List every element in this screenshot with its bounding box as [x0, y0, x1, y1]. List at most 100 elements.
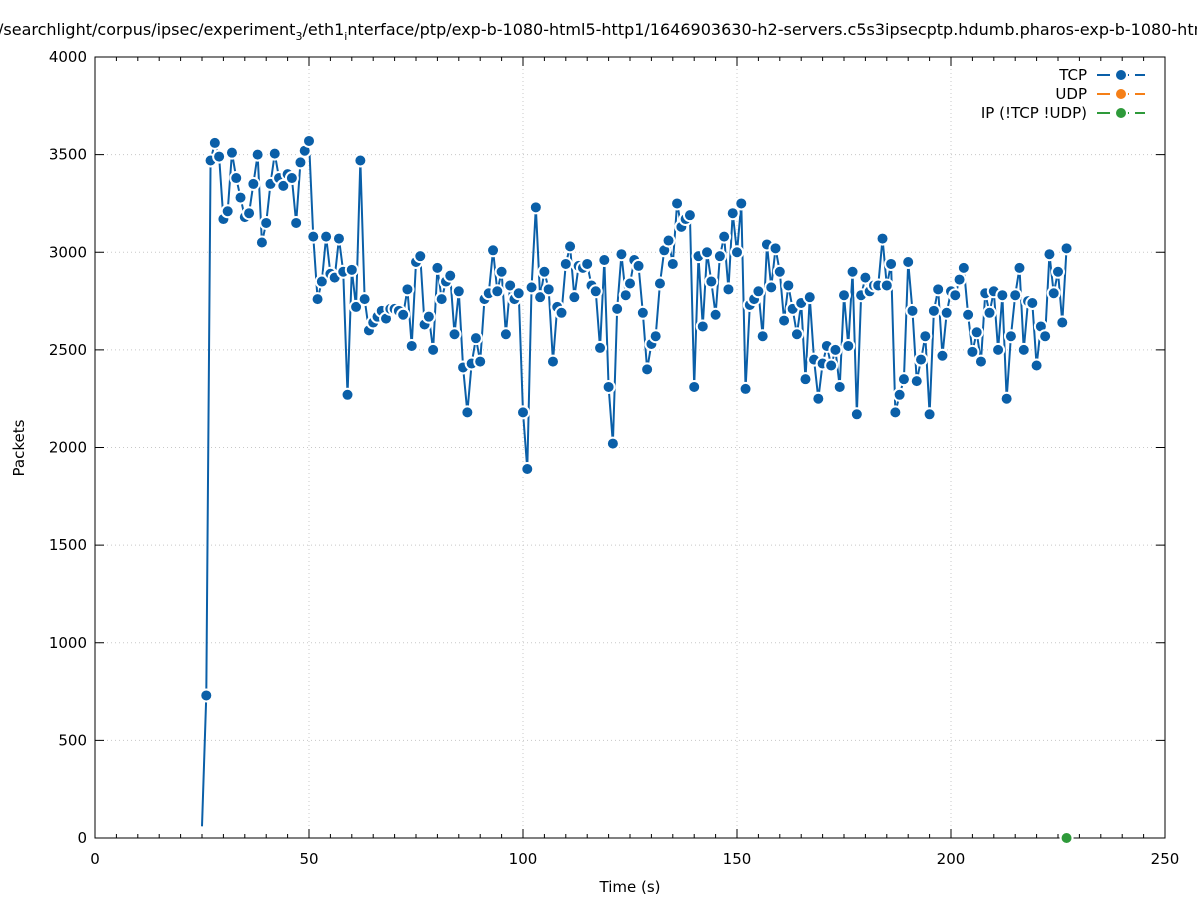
data-point: [293, 155, 308, 170]
data-point: [1008, 288, 1023, 303]
y-tick-label: 3000: [49, 243, 87, 261]
x-tick-label: 150: [723, 850, 752, 868]
data-point: [426, 342, 441, 357]
data-point: [845, 264, 860, 279]
data-point: [199, 688, 214, 703]
series-layer: [199, 133, 1074, 845]
data-point: [832, 379, 847, 394]
x-tick-label: 0: [90, 850, 100, 868]
data-point: [751, 284, 766, 299]
data-point: [648, 329, 663, 344]
series-ip: [1059, 831, 1074, 845]
data-point: [314, 274, 329, 289]
chart-title-part: /eth1: [302, 20, 344, 39]
data-point: [700, 245, 715, 260]
data-point: [1029, 358, 1044, 373]
data-point: [926, 303, 941, 318]
data-point: [224, 145, 239, 160]
data-point: [310, 292, 325, 307]
data-point: [670, 196, 685, 211]
data-point: [973, 354, 988, 369]
data-point: [353, 153, 368, 168]
data-point: [400, 282, 415, 297]
data-point: [828, 342, 843, 357]
y-tick-label: 1000: [49, 634, 87, 652]
data-point: [991, 342, 1006, 357]
y-tick-label: 3500: [49, 146, 87, 164]
data-point: [1038, 329, 1053, 344]
data-point: [789, 327, 804, 342]
legend-label: UDP: [1055, 85, 1087, 103]
data-point: [708, 307, 723, 322]
data-point: [254, 235, 269, 250]
data-point: [503, 278, 518, 293]
data-point: [837, 288, 851, 303]
data-point: [1059, 831, 1074, 845]
data-point: [704, 274, 719, 289]
data-point: [588, 284, 603, 299]
data-point: [520, 461, 535, 476]
x-tick-label: 250: [1151, 850, 1180, 868]
data-point: [233, 190, 248, 205]
data-point: [1046, 286, 1061, 301]
data-point: [1003, 329, 1018, 344]
data-point: [725, 206, 740, 221]
chart-title-subscript: i: [344, 30, 347, 43]
data-point: [952, 272, 967, 287]
data-point: [567, 290, 582, 305]
data-point: [533, 290, 548, 305]
data-point: [1051, 264, 1065, 279]
data-point: [344, 262, 359, 277]
data-point: [486, 243, 501, 258]
data-point: [618, 288, 633, 303]
data-point: [896, 372, 911, 387]
data-point: [246, 176, 261, 191]
y-tick-label: 2500: [49, 341, 87, 359]
legend-marker: [1114, 87, 1128, 101]
data-point: [721, 282, 736, 297]
data-point: [443, 268, 458, 283]
data-point: [922, 407, 937, 422]
data-point: [661, 233, 676, 248]
data-point: [849, 407, 864, 422]
data-point: [875, 231, 890, 246]
data-point: [640, 362, 655, 377]
data-point: [1042, 247, 1057, 262]
data-point: [451, 284, 466, 299]
data-point: [901, 255, 916, 270]
data-point: [798, 372, 813, 387]
data-point: [340, 387, 355, 402]
data-point: [802, 290, 817, 305]
chart-title-part: /searchlight/corpus/ipsec/experiment: [0, 20, 295, 39]
data-point: [682, 208, 697, 223]
data-point: [961, 307, 976, 322]
data-point: [242, 206, 257, 221]
data-point: [212, 149, 227, 164]
data-point: [319, 229, 334, 244]
data-point: [537, 264, 552, 279]
x-tick-label: 50: [299, 850, 318, 868]
data-point: [888, 405, 903, 420]
y-tick-label: 4000: [49, 48, 87, 66]
data-point: [396, 307, 411, 322]
data-point: [545, 354, 560, 369]
data-point: [858, 270, 873, 285]
data-point: [1059, 241, 1074, 256]
data-point: [563, 239, 578, 254]
y-tick-label: 1500: [49, 536, 87, 554]
data-point: [841, 338, 856, 353]
chart-title: /searchlight/corpus/ipsec/experiment3/et…: [0, 20, 1197, 43]
data-point: [498, 327, 513, 342]
y-axis-label: Packets: [10, 419, 28, 476]
data-point: [331, 231, 346, 246]
data-point: [490, 284, 505, 299]
data-point: [999, 391, 1014, 406]
data-point: [631, 258, 646, 273]
data-point: [730, 245, 744, 260]
data-point: [434, 292, 449, 307]
data-point: [610, 301, 625, 316]
data-point: [1012, 260, 1027, 275]
data-point: [879, 278, 894, 293]
data-point: [764, 280, 779, 295]
y-tick-label: 0: [77, 829, 87, 847]
